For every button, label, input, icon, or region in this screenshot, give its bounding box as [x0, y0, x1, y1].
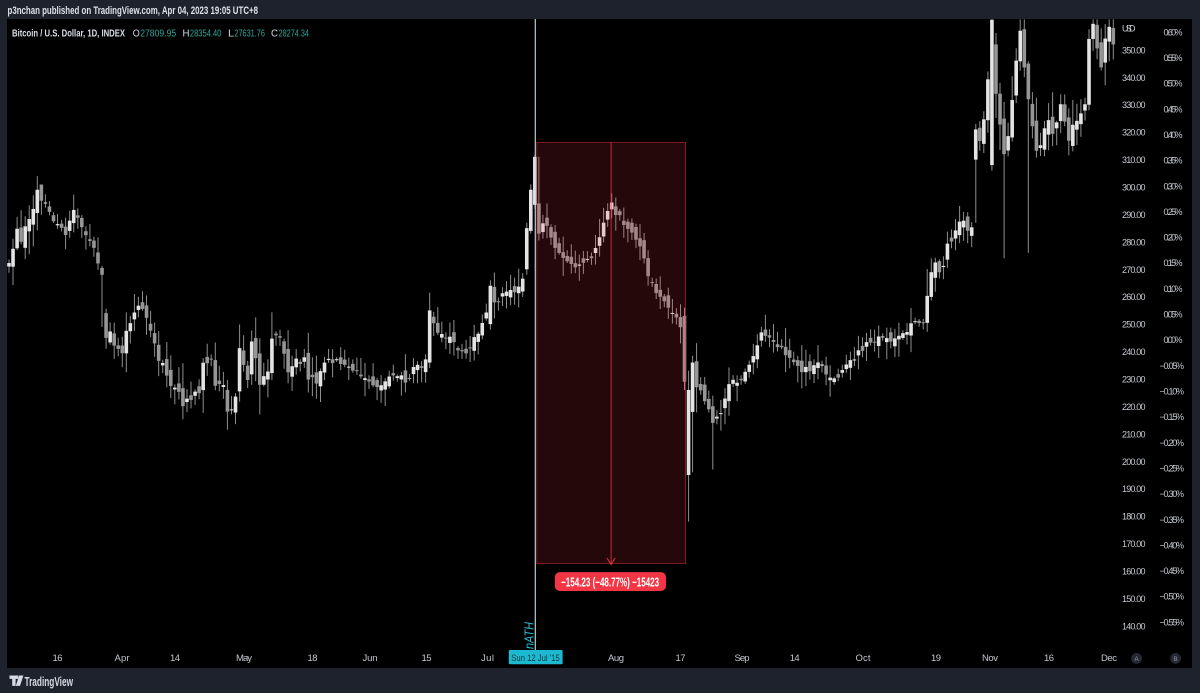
svg-text:27809.95: 27809.95: [140, 28, 176, 39]
svg-text:14: 14: [790, 653, 800, 664]
svg-text:H: H: [183, 28, 190, 39]
svg-text:250.00: 250.00: [1122, 320, 1146, 330]
svg-text:240.00: 240.00: [1122, 347, 1146, 357]
svg-text:0.05%: 0.05%: [1164, 310, 1183, 320]
svg-text:14: 14: [170, 653, 180, 664]
svg-text:27631.76: 27631.76: [234, 28, 265, 39]
svg-text:−154.23 (−48.77%) −15423: −154.23 (−48.77%) −15423: [561, 575, 659, 589]
svg-text:May: May: [236, 653, 252, 664]
svg-text:0.55%: 0.55%: [1164, 53, 1183, 63]
svg-text:310.00: 310.00: [1122, 155, 1146, 165]
svg-text:0.45%: 0.45%: [1164, 104, 1183, 114]
svg-text:270.00: 270.00: [1122, 265, 1146, 275]
svg-text:−0.50%: −0.50%: [1160, 592, 1185, 602]
svg-text:O: O: [133, 28, 140, 39]
svg-text:160.00: 160.00: [1122, 567, 1146, 577]
svg-text:16: 16: [53, 653, 63, 664]
svg-text:19: 19: [931, 653, 941, 664]
svg-text:−0.35%: −0.35%: [1160, 515, 1185, 525]
svg-text:Aug: Aug: [608, 653, 624, 664]
svg-text:15: 15: [422, 653, 432, 664]
svg-text:Bitcoin / U.S. Dollar, 1D, IND: Bitcoin / U.S. Dollar, 1D, INDEX: [12, 28, 125, 39]
svg-text:USD: USD: [1122, 24, 1136, 34]
svg-text:Jun: Jun: [363, 653, 378, 664]
svg-text:170.00: 170.00: [1122, 539, 1146, 549]
svg-text:−0.40%: −0.40%: [1160, 540, 1185, 550]
svg-text:190.00: 190.00: [1122, 484, 1146, 494]
svg-text:0.50%: 0.50%: [1164, 79, 1183, 89]
svg-text:Jul: Jul: [481, 653, 494, 664]
svg-text:−0.20%: −0.20%: [1160, 438, 1185, 448]
svg-text:Nov: Nov: [982, 653, 998, 664]
svg-text:17: 17: [676, 653, 686, 664]
svg-text:300.00: 300.00: [1122, 183, 1146, 193]
svg-text:28354.40: 28354.40: [190, 28, 222, 39]
svg-text:150.00: 150.00: [1122, 594, 1146, 604]
svg-text:TradingView: TradingView: [25, 675, 74, 689]
svg-text:180.00: 180.00: [1122, 512, 1146, 522]
svg-text:210.00: 210.00: [1122, 429, 1146, 439]
svg-text:B: B: [1173, 656, 1177, 663]
svg-text:A: A: [1134, 656, 1139, 663]
svg-text:18: 18: [308, 653, 318, 664]
svg-text:L: L: [228, 28, 234, 39]
svg-text:Sun 12 Jul '15: Sun 12 Jul '15: [511, 653, 560, 664]
svg-text:−0.05%: −0.05%: [1160, 361, 1185, 371]
svg-text:260.00: 260.00: [1122, 292, 1146, 302]
svg-text:140.00: 140.00: [1122, 621, 1146, 631]
svg-text:Oct: Oct: [856, 653, 871, 664]
svg-text:200.00: 200.00: [1122, 457, 1146, 467]
svg-text:−0.45%: −0.45%: [1160, 566, 1185, 576]
svg-text:C: C: [271, 28, 278, 39]
svg-text:0.40%: 0.40%: [1164, 130, 1183, 140]
svg-text:28274.34: 28274.34: [279, 28, 310, 39]
svg-text:0.00%: 0.00%: [1164, 335, 1183, 345]
svg-text:290.00: 290.00: [1122, 210, 1146, 220]
svg-text:−0.55%: −0.55%: [1160, 617, 1185, 627]
svg-text:280.00: 280.00: [1122, 237, 1146, 247]
svg-text:Sep: Sep: [735, 653, 750, 664]
svg-text:0.30%: 0.30%: [1164, 181, 1183, 191]
svg-text:0.35%: 0.35%: [1164, 156, 1183, 166]
svg-text:350.00: 350.00: [1122, 45, 1146, 55]
svg-text:0.15%: 0.15%: [1164, 258, 1183, 268]
svg-text:−0.10%: −0.10%: [1160, 387, 1185, 397]
svg-text:−0.30%: −0.30%: [1160, 489, 1185, 499]
svg-text:0.25%: 0.25%: [1164, 207, 1183, 217]
svg-text:nATH: nATH: [523, 621, 537, 649]
svg-text:16: 16: [1044, 653, 1054, 664]
svg-text:220.00: 220.00: [1122, 402, 1146, 412]
svg-text:230.00: 230.00: [1122, 375, 1146, 385]
svg-text:0.10%: 0.10%: [1164, 284, 1183, 294]
svg-text:p3nchan published on TradingVi: p3nchan published on TradingView.com, Ap…: [8, 5, 259, 17]
svg-text:Dec: Dec: [1101, 653, 1117, 664]
svg-text:0.60%: 0.60%: [1164, 27, 1183, 37]
svg-text:−0.25%: −0.25%: [1160, 463, 1185, 473]
svg-text:330.00: 330.00: [1122, 100, 1146, 110]
svg-text:−0.15%: −0.15%: [1160, 412, 1185, 422]
svg-text:0.20%: 0.20%: [1164, 233, 1183, 243]
svg-text:340.00: 340.00: [1122, 73, 1146, 83]
svg-text:Apr: Apr: [115, 653, 130, 664]
svg-text:320.00: 320.00: [1122, 128, 1146, 138]
